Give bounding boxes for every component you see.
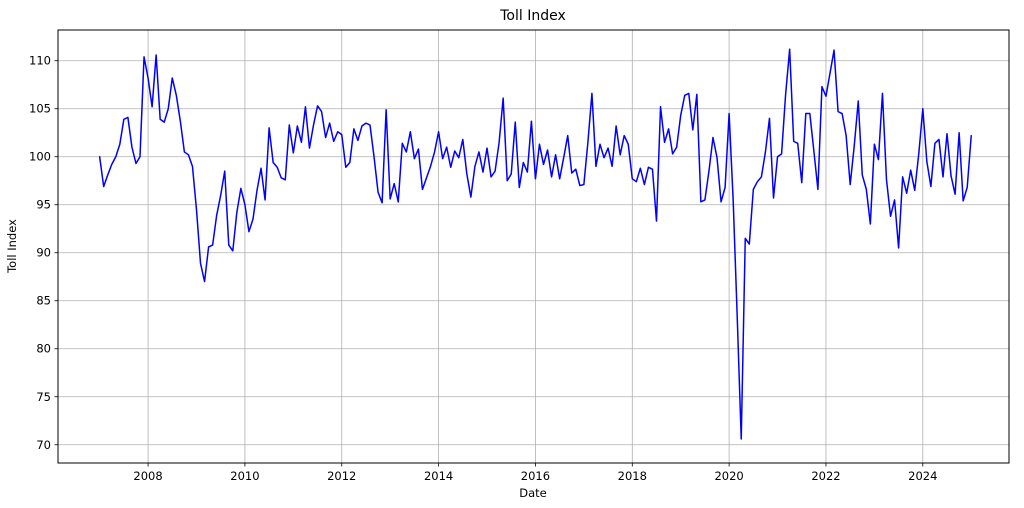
y-tick-label: 110 — [29, 54, 51, 68]
tick-labels: 2008 2010 2012 2014 2016 2018 2020 2022 2024 70 75… — [29, 54, 937, 483]
toll-index-line — [98, 48, 972, 440]
y-axis-label: Toll Index — [5, 219, 19, 274]
y-tick-label: 95 — [36, 198, 51, 212]
y-tick-label: 100 — [29, 150, 51, 164]
x-tick-label: 2018 — [618, 469, 647, 483]
y-tick-label: 105 — [29, 102, 51, 116]
axis-ticks — [54, 60, 924, 467]
x-tick-label: 2020 — [714, 469, 743, 483]
x-tick-label: 2010 — [230, 469, 259, 483]
x-axis-label: Date — [519, 486, 547, 500]
axes-border — [57, 29, 1010, 464]
y-tick-label: 75 — [36, 390, 51, 404]
x-tick-label: 2012 — [327, 469, 356, 483]
y-tick-label: 90 — [36, 246, 51, 260]
x-tick-label: 2024 — [908, 469, 937, 483]
data-series — [98, 48, 972, 440]
y-tick-label: 80 — [36, 342, 51, 356]
y-tick-label: 85 — [36, 294, 51, 308]
chart-title: Toll Index — [499, 8, 566, 24]
x-tick-label: 2022 — [811, 469, 840, 483]
x-tick-label: 2016 — [521, 469, 550, 483]
x-tick-label: 2008 — [133, 469, 162, 483]
x-tick-label: 2014 — [424, 469, 453, 483]
gridlines — [58, 30, 1009, 463]
y-tick-label: 70 — [36, 438, 51, 452]
